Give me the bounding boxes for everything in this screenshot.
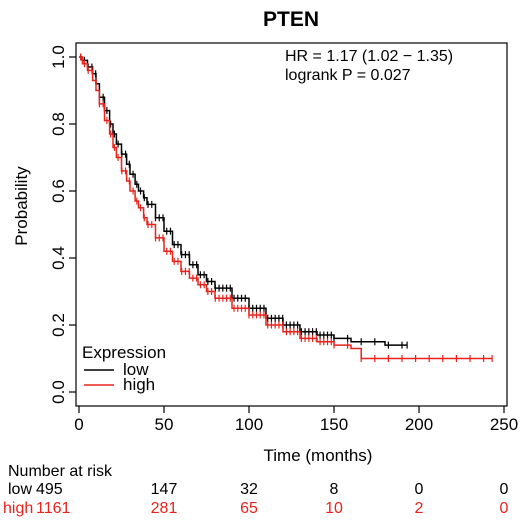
legend-high-label: high [123, 375, 155, 394]
risk-row-low-label: low [8, 481, 32, 498]
risk-value-low: 32 [240, 481, 258, 498]
axes: 0 50 100 150 200 250 0.0 0.2 0.4 0.6 0.8 1.0 [49, 45, 518, 434]
y-axis-label: Probability [12, 166, 31, 246]
risk-value-high: 65 [240, 500, 258, 517]
y-tick-label: 0.2 [49, 313, 68, 337]
risk-value-high: 0 [500, 500, 509, 517]
hazard-ratio-annotation: HR = 1.17 (1.02 − 1.35) [285, 48, 453, 65]
x-tick-label: 0 [74, 415, 83, 434]
survival-curves [79, 53, 493, 362]
risk-value-high: 2 [415, 500, 424, 517]
risk-row-high-label: high [3, 500, 33, 517]
risk-table-title: Number at risk [8, 463, 113, 480]
risk-value-low: 147 [151, 481, 178, 498]
plot-frame [75, 42, 508, 407]
logrank-annotation: logrank P = 0.027 [285, 67, 411, 84]
y-tick-label: 1.0 [49, 45, 68, 69]
x-tick-label: 50 [155, 415, 174, 434]
x-tick-label: 100 [235, 415, 263, 434]
risk-value-high: 281 [151, 500, 178, 517]
x-tick-label: 250 [490, 415, 518, 434]
risk-value-low: 0 [500, 481, 509, 498]
x-tick-label: 200 [405, 415, 433, 434]
chart-title: PTEN [263, 8, 319, 31]
y-tick-label: 0.4 [49, 246, 68, 270]
risk-value-low: 0 [415, 481, 424, 498]
x-tick-label: 150 [320, 415, 348, 434]
risk-value-high: 10 [325, 500, 343, 517]
x-axis-label: Time (months) [264, 446, 373, 465]
y-tick-label: 0.0 [49, 380, 68, 404]
risk-value-high: 1161 [36, 500, 71, 517]
y-tick-label: 0.6 [49, 179, 68, 203]
series-line-low [79, 56, 408, 346]
risk-table-values: 495 147 32 8 0 0 1161 281 65 10 2 0 [36, 481, 509, 517]
y-tick-label: 0.8 [49, 112, 68, 136]
risk-value-low: 8 [330, 481, 339, 498]
legend-low-label: low [123, 360, 149, 379]
legend: Expression low high [82, 343, 166, 394]
risk-value-low: 495 [36, 481, 63, 498]
legend-title: Expression [82, 343, 166, 362]
